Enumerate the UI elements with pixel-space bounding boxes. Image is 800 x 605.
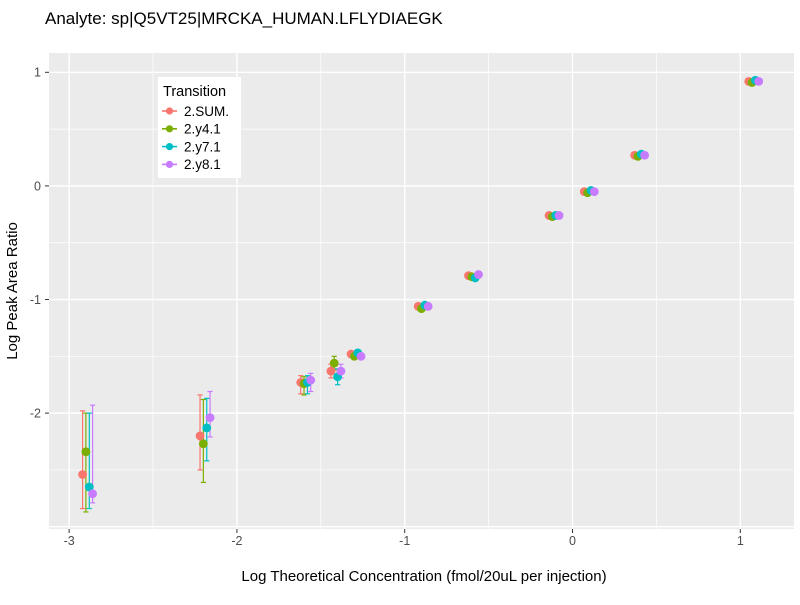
legend-item-label: 2.y4.1 bbox=[184, 122, 221, 137]
legend-key-point-icon bbox=[165, 143, 174, 151]
data-point bbox=[423, 301, 433, 311]
y-tick-label: 0 bbox=[34, 179, 41, 193]
legend-key-point-icon bbox=[165, 107, 174, 115]
legend-key-point-icon bbox=[165, 125, 174, 133]
legend-key-point-icon bbox=[165, 160, 174, 168]
data-point bbox=[589, 187, 599, 196]
data-point bbox=[754, 77, 764, 86]
y-tick-label: -2 bbox=[30, 407, 41, 421]
data-point bbox=[306, 375, 316, 385]
data-point bbox=[554, 211, 564, 220]
y-tick-label: -1 bbox=[30, 293, 41, 307]
x-axis-title: Log Theoretical Concentration (fmol/20uL… bbox=[241, 568, 606, 585]
legend: Transition 2.SUM. 2.y4.1 2.y7.1 2.y8.1 bbox=[158, 77, 241, 178]
plot-panel: -3 -2 -1 0 1 1 0 -1 -2 bbox=[30, 53, 794, 548]
legend-title: Transition bbox=[163, 84, 226, 100]
data-point bbox=[84, 482, 94, 492]
data-point bbox=[640, 150, 650, 160]
y-axis-title: Log Peak Area Ratio bbox=[4, 222, 21, 360]
legend-item-label: 2.SUM. bbox=[184, 104, 229, 119]
data-point bbox=[329, 358, 339, 368]
data-point bbox=[198, 439, 208, 449]
data-point bbox=[81, 447, 91, 457]
x-tick-label: -3 bbox=[64, 534, 75, 548]
legend-item-label: 2.y8.1 bbox=[184, 157, 221, 172]
x-tick-label: 0 bbox=[569, 534, 576, 548]
data-points-layer bbox=[78, 75, 764, 513]
x-tick-label: -1 bbox=[399, 534, 410, 548]
data-point bbox=[356, 351, 366, 361]
data-point bbox=[88, 489, 97, 499]
chart-title: Analyte: sp|Q5VT25|MRCKA_HUMAN.LFLYDIAEG… bbox=[45, 9, 443, 28]
data-point bbox=[195, 431, 205, 441]
data-point bbox=[326, 366, 336, 376]
legend-item-label: 2.y7.1 bbox=[184, 139, 221, 154]
y-tick-label: 1 bbox=[34, 66, 41, 80]
data-point bbox=[202, 423, 212, 433]
x-tick-label: 1 bbox=[737, 534, 744, 548]
data-point bbox=[78, 470, 87, 479]
data-point bbox=[336, 366, 346, 376]
data-point bbox=[474, 270, 483, 279]
data-point bbox=[205, 413, 215, 423]
x-tick-label: -2 bbox=[231, 534, 242, 548]
